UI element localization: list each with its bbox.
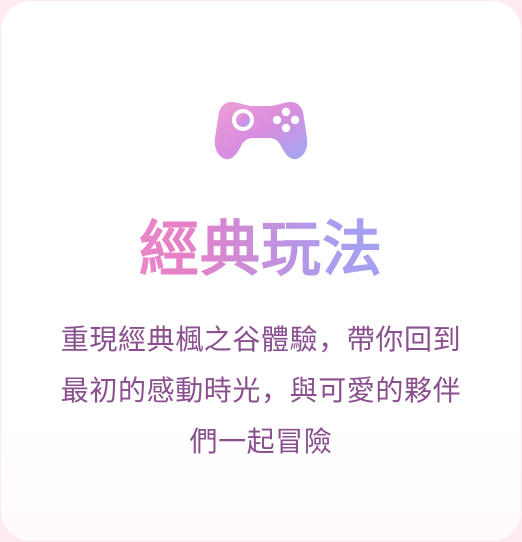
card-title: 經典玩法 [0, 214, 522, 286]
card-description: 重現經典楓之谷體驗，帶你回到最初的感動時光，與可愛的夥伴們一起冒險 [60, 323, 462, 458]
gamepad-icon [213, 96, 309, 160]
